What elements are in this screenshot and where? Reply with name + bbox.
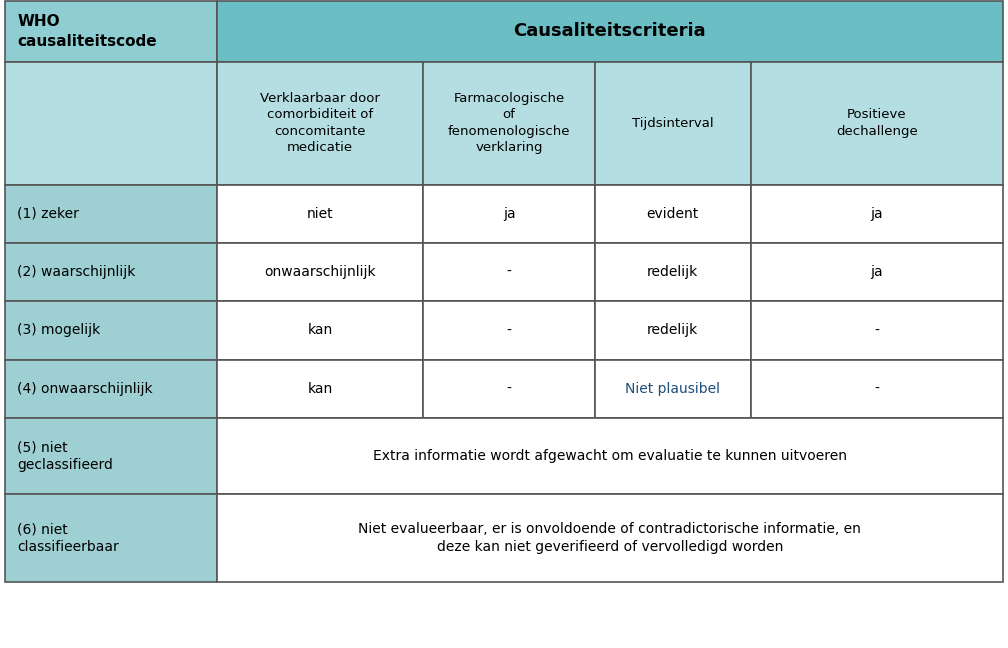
Text: kan: kan <box>307 382 333 396</box>
Bar <box>595 360 751 418</box>
Bar <box>595 243 751 301</box>
Text: ja: ja <box>871 265 883 279</box>
Text: Positieve
dechallenge: Positieve dechallenge <box>836 108 918 138</box>
Text: ja: ja <box>871 207 883 221</box>
Bar <box>5 185 217 243</box>
Text: -: - <box>507 323 511 338</box>
Bar <box>5 360 217 418</box>
Text: (6) niet
classifieerbaar: (6) niet classifieerbaar <box>17 522 119 554</box>
Bar <box>423 301 595 360</box>
Bar <box>217 1 1003 62</box>
Text: -: - <box>507 265 511 279</box>
Bar <box>5 494 217 582</box>
Bar <box>751 185 1003 243</box>
Bar <box>423 243 595 301</box>
Bar <box>751 360 1003 418</box>
Text: evident: evident <box>647 207 699 221</box>
Bar <box>751 243 1003 301</box>
Bar <box>595 301 751 360</box>
Bar <box>423 62 595 185</box>
Text: WHO
causaliteitscode: WHO causaliteitscode <box>17 14 157 49</box>
Bar <box>423 360 595 418</box>
Bar <box>5 418 217 494</box>
Bar <box>595 185 751 243</box>
Bar <box>217 301 423 360</box>
Text: (2) waarschijnlijk: (2) waarschijnlijk <box>17 265 135 279</box>
Bar <box>751 301 1003 360</box>
Bar <box>5 243 217 301</box>
Text: niet: niet <box>306 207 334 221</box>
Bar <box>217 243 423 301</box>
Bar <box>217 62 423 185</box>
Text: Verklaarbaar door
comorbiditeit of
concomitante
medicatie: Verklaarbaar door comorbiditeit of conco… <box>260 92 380 154</box>
Bar <box>217 494 1003 582</box>
Bar <box>595 62 751 185</box>
Text: onwaarschijnlijk: onwaarschijnlijk <box>264 265 376 279</box>
Text: (1) zeker: (1) zeker <box>17 207 79 221</box>
Bar <box>217 360 423 418</box>
Text: ja: ja <box>503 207 515 221</box>
Text: (3) mogelijk: (3) mogelijk <box>17 323 101 338</box>
Bar <box>5 301 217 360</box>
Text: (4) onwaarschijnlijk: (4) onwaarschijnlijk <box>17 382 153 396</box>
Text: -: - <box>875 382 879 396</box>
Text: redelijk: redelijk <box>647 265 699 279</box>
Bar <box>5 1 217 62</box>
Text: -: - <box>507 382 511 396</box>
Text: Niet plausibel: Niet plausibel <box>625 382 721 396</box>
Text: redelijk: redelijk <box>647 323 699 338</box>
Bar <box>423 185 595 243</box>
Bar <box>217 418 1003 494</box>
Text: kan: kan <box>307 323 333 338</box>
Bar <box>217 185 423 243</box>
Text: (5) niet
geclassifieerd: (5) niet geclassifieerd <box>17 440 113 472</box>
Text: Extra informatie wordt afgewacht om evaluatie te kunnen uitvoeren: Extra informatie wordt afgewacht om eval… <box>373 449 847 463</box>
Text: Niet evalueerbaar, er is onvoldoende of contradictorische informatie, en
deze ka: Niet evalueerbaar, er is onvoldoende of … <box>359 522 861 554</box>
Bar <box>751 62 1003 185</box>
Text: -: - <box>875 323 879 338</box>
Text: Causaliteitscriteria: Causaliteitscriteria <box>513 23 707 40</box>
Text: Farmacologische
of
fenomenologische
verklaring: Farmacologische of fenomenologische verk… <box>448 92 571 154</box>
Text: Tijdsinterval: Tijdsinterval <box>632 117 714 130</box>
Bar <box>5 62 217 185</box>
